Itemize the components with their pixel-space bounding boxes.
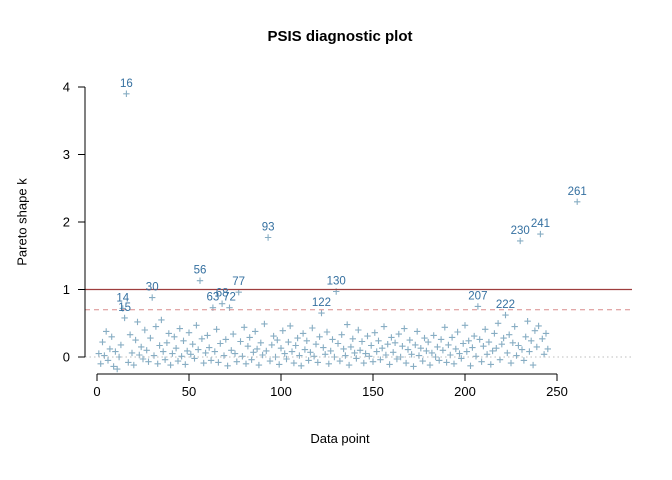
point-label-77: 77: [232, 276, 245, 288]
y-tick-label: 3: [63, 147, 70, 162]
x-tick-label: 150: [362, 384, 384, 399]
x-axis-label: Data point: [310, 431, 370, 446]
point-label-93: 93: [262, 222, 275, 234]
point-label-230: 230: [511, 225, 530, 237]
y-tick-label: 4: [63, 80, 70, 95]
point-label-56: 56: [194, 265, 207, 277]
point-label-14: 14: [116, 292, 129, 304]
y-tick-label: 2: [63, 215, 70, 230]
point-label-30: 30: [146, 282, 159, 294]
point-label-130: 130: [327, 276, 346, 288]
point-label-261: 261: [568, 186, 587, 198]
point-label-241: 241: [531, 218, 550, 230]
x-tick-label: 100: [270, 384, 292, 399]
point-label-16: 16: [120, 78, 133, 90]
y-tick-label: 1: [63, 282, 70, 297]
point-label-207: 207: [468, 290, 487, 302]
x-tick-label: 200: [454, 384, 476, 399]
x-tick-label: 50: [182, 384, 196, 399]
data-point-markers: [95, 90, 581, 373]
point-label-63: 63: [207, 292, 220, 304]
point-label-222: 222: [496, 299, 515, 311]
point-label-122: 122: [312, 297, 331, 309]
point-label-68: 68: [216, 288, 229, 300]
y-tick-label: 0: [63, 350, 70, 365]
x-tick-label: 0: [93, 384, 100, 399]
chart-title: PSIS diagnostic plot: [267, 28, 413, 45]
point-label-15: 15: [118, 302, 131, 314]
y-axis-label: Pareto shape k: [14, 178, 30, 266]
point-label-72: 72: [223, 292, 236, 304]
x-tick-label: 250: [546, 384, 568, 399]
